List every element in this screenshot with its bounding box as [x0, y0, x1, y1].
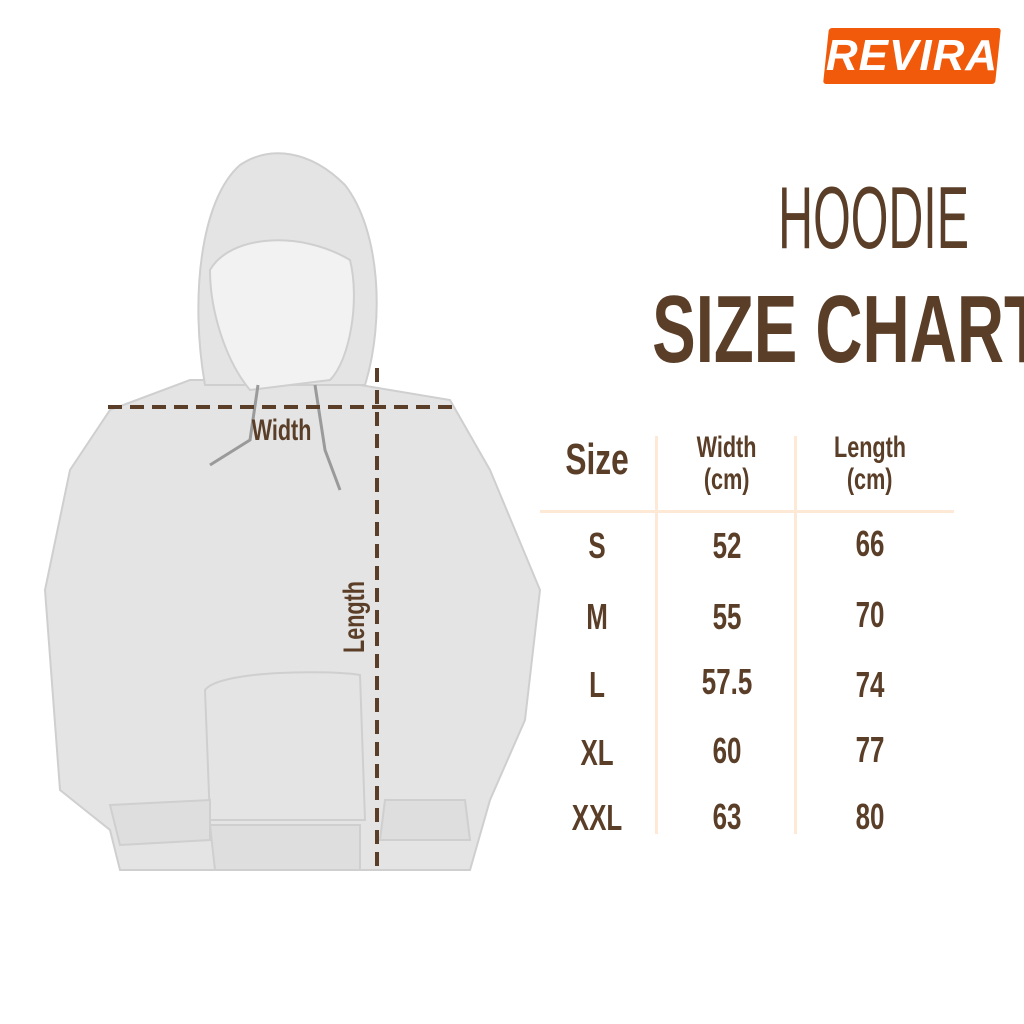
width-cell: 63	[712, 796, 742, 837]
header-divider	[540, 510, 954, 513]
hood-opening	[208, 239, 355, 392]
width-cell: 52	[712, 525, 742, 566]
hoodie-illustration	[43, 152, 542, 871]
size-cell: M	[586, 596, 608, 637]
length-cell: 77	[855, 729, 885, 770]
hoodie-body	[43, 379, 542, 871]
title-hoodie: HOODIE	[778, 168, 970, 267]
width-label: Width	[251, 414, 312, 447]
header-length: Length (cm)	[833, 431, 906, 496]
kangaroo-pocket	[203, 671, 367, 821]
size-cell: XL	[580, 732, 614, 773]
size-cell: L	[589, 664, 605, 705]
length-cell: 74	[855, 664, 885, 705]
length-cell: 80	[855, 796, 885, 837]
column-divider	[655, 436, 658, 834]
size-cell: XXL	[571, 797, 623, 838]
right-cuff	[378, 799, 472, 841]
width-cell: 60	[712, 730, 742, 771]
header-size: Size	[565, 435, 629, 484]
length-cell: 66	[855, 523, 885, 564]
title-size-chart: SIZE CHART	[652, 276, 1024, 383]
waistband	[208, 824, 361, 871]
logo-text: REVIRA	[825, 31, 999, 80]
width-cell: 57.5	[701, 661, 753, 702]
length-cell: 70	[855, 594, 885, 635]
length-label: Length	[338, 581, 371, 654]
column-divider	[794, 436, 797, 834]
width-cell: 55	[712, 596, 742, 637]
size-cell: S	[588, 525, 606, 566]
header-width: Width (cm)	[697, 431, 757, 496]
brand-logo: REVIRA	[823, 28, 1001, 84]
left-cuff	[108, 798, 211, 847]
